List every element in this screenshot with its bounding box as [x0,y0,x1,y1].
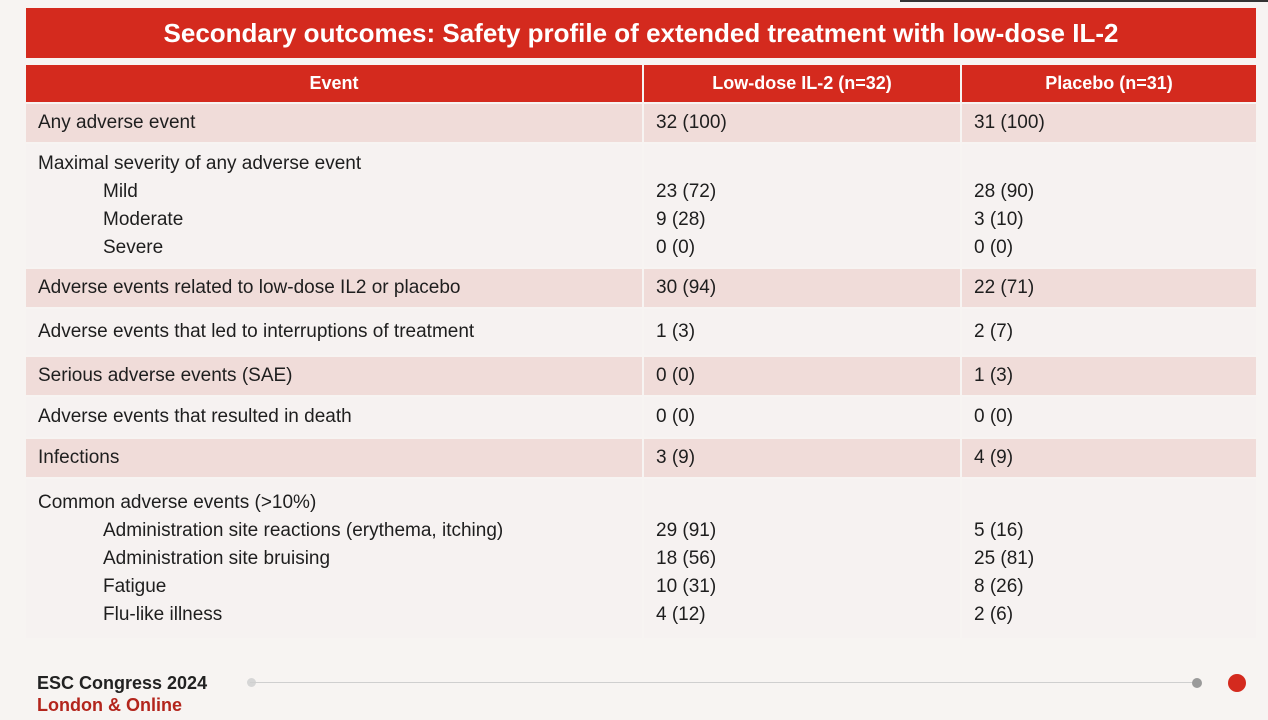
sub-label: Mild [103,180,138,202]
row-label-group: Maximal severity of any adverse event Mi… [26,142,643,268]
congress-location: London & Online [37,695,182,715]
placebo-value: 4 (9) [960,437,1256,478]
top-edge-line [900,0,1268,2]
sub-label: Moderate [103,208,184,230]
header-placebo: Placebo (n=31) [960,65,1256,103]
sub-label: Fatigue [103,575,167,597]
red-dot-icon [1228,674,1246,692]
il2-value-group: 29 (91) 18 (56) 10 (31) 4 (12) [642,477,961,638]
group-label: Common adverse events (>10%) [38,491,317,513]
table-row: Common adverse events (>10%) Administrat… [26,477,1256,638]
il2-value: 0 (0) [642,355,961,396]
group-label: Maximal severity of any adverse event [38,152,362,174]
placebo-value: 2 (7) [960,307,1256,356]
table-row: Infections 3 (9) 4 (9) [26,437,1256,478]
placebo-value: 1 (3) [960,355,1256,396]
row-label: Adverse events that led to interruptions… [26,307,643,356]
placebo-value: 0 (0) [960,395,1256,438]
table-row: Adverse events that resulted in death 0 … [26,395,1256,438]
placebo-value: 2 (6) [974,603,1014,625]
il2-value: 32 (100) [642,102,961,143]
il2-value: 18 (56) [656,547,717,569]
congress-logo: ESC Congress 2024 London & Online [37,672,207,716]
table-header-row: Event Low-dose IL-2 (n=32) Placebo (n=31… [26,65,1256,103]
row-label: Adverse events that resulted in death [26,395,643,438]
placebo-value: 31 (100) [960,102,1256,143]
progress-line [250,682,1195,683]
il2-value-group: 23 (72) 9 (28) 0 (0) [642,142,961,268]
il2-value: 30 (94) [642,267,961,308]
il2-value: 9 (28) [656,208,706,230]
il2-value: 0 (0) [656,236,696,258]
il2-value: 0 (0) [642,395,961,438]
table-row: Any adverse event 32 (100) 31 (100) [26,102,1256,143]
il2-value: 3 (9) [642,437,961,478]
row-label-group: Common adverse events (>10%) Administrat… [26,477,643,638]
table-row: Serious adverse events (SAE) 0 (0) 1 (3) [26,355,1256,396]
row-label: Serious adverse events (SAE) [26,355,643,396]
sub-label: Administration site bruising [103,547,331,569]
placebo-value: 0 (0) [974,236,1014,258]
placebo-value: 25 (81) [974,547,1035,569]
table-row: Adverse events that led to interruptions… [26,307,1256,356]
placebo-value-group: 28 (90) 3 (10) 0 (0) [960,142,1256,268]
header-event: Event [26,65,643,103]
il2-value: 29 (91) [656,519,717,541]
placebo-value: 5 (16) [974,519,1024,541]
placebo-value: 22 (71) [960,267,1256,308]
table-row: Adverse events related to low-dose IL2 o… [26,267,1256,308]
il2-value: 4 (12) [656,603,706,625]
header-low-dose-il2: Low-dose IL-2 (n=32) [642,65,961,103]
slide-title: Secondary outcomes: Safety profile of ex… [26,8,1256,58]
placebo-value: 8 (26) [974,575,1024,597]
congress-name: ESC Congress 2024 [37,673,208,693]
row-label: Adverse events related to low-dose IL2 o… [26,267,643,308]
sub-label: Flu-like illness [103,603,223,625]
il2-value: 1 (3) [642,307,961,356]
sub-label: Severe [103,236,164,258]
placebo-value-group: 5 (16) 25 (81) 8 (26) 2 (6) [960,477,1256,638]
table-row: Maximal severity of any adverse event Mi… [26,142,1256,268]
safety-table: Event Low-dose IL-2 (n=32) Placebo (n=31… [26,65,1256,638]
il2-value: 23 (72) [656,180,717,202]
il2-value: 10 (31) [656,575,717,597]
grey-dot-icon [1192,678,1202,688]
placebo-value: 3 (10) [974,208,1024,230]
sub-label: Administration site reactions (erythema,… [103,519,504,541]
row-label: Any adverse event [26,102,643,143]
row-label: Infections [26,437,643,478]
placebo-value: 28 (90) [974,180,1035,202]
